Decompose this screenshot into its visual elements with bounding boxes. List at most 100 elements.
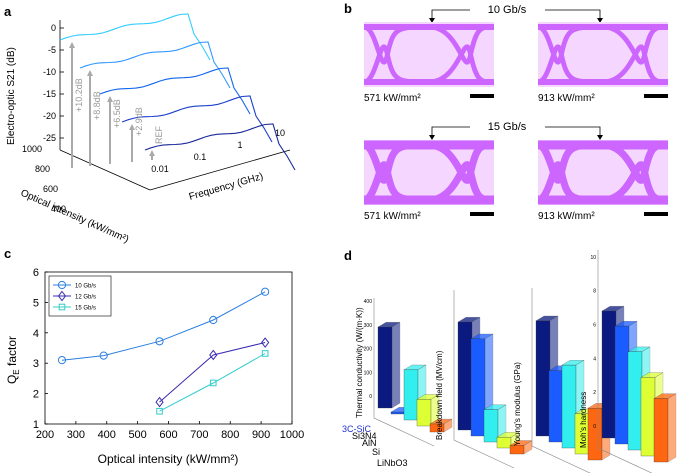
s21-curve [144, 123, 296, 171]
chart-xlabel: Optical intensity (kW/mm²) [98, 452, 239, 466]
material-label: Si3N4 [352, 431, 377, 441]
scale-bar [470, 94, 494, 98]
d-tick-label: 8 [593, 289, 596, 295]
bar [587, 408, 603, 461]
bar [627, 351, 643, 451]
bar [390, 411, 406, 415]
a-ztick-label: 600 [43, 184, 58, 194]
a-ytick-label: 0 [51, 23, 56, 33]
panel-c-label: c [4, 246, 11, 261]
y-tick-label: 4 [33, 328, 39, 340]
property-label: Young's modulus (GPa) [513, 362, 522, 446]
series-10-Gb-s [57, 287, 270, 365]
bar [416, 399, 432, 427]
material-label: LiNbO3 [377, 458, 408, 468]
eye-intensity-label: 571 kW/mm² [364, 211, 421, 222]
d-tick-label: 100 [364, 370, 373, 376]
panel-a-ylabel: Electro-optic S21 (dB) [6, 47, 17, 145]
bar [561, 364, 577, 449]
s21-curve [59, 13, 211, 61]
panel-d-3d-bars: Thermal conductivity (W/(m·K)) 0100200300… [342, 250, 677, 473]
data-point [155, 337, 164, 346]
property-group: Thermal conductivity (W/(m·K)) 0 100 200 300… [355, 298, 453, 447]
d-tick-label: 4 [593, 356, 596, 362]
bar [640, 377, 656, 457]
a-xtick-label: 0.1 [194, 152, 207, 162]
panel-b-eye-diagrams: 10 Gb/s 15 Gb/s 571 kW/mm² 913 kW/mm² 571 … [362, 4, 669, 222]
bar [470, 338, 486, 437]
rate-bracket-bottom [431, 126, 601, 135]
data-point [57, 290, 67, 302]
d-tick-label: 0 [369, 394, 372, 400]
panel-d-label: d [344, 248, 352, 263]
legend-label: 12 Gb/s [75, 295, 96, 301]
panel-a-zlabel: Optical intensity (kW/mm²) [19, 188, 131, 246]
d-tick-label: 2 [593, 390, 596, 396]
property-group: Breakdown field (MV/cm) [435, 290, 533, 469]
data-point [209, 379, 217, 387]
legend-entry: 15 Gb/s [53, 303, 96, 312]
chart-ylabel: QE factor [5, 336, 21, 384]
x-tick-label: 400 [98, 429, 116, 441]
legend-entry: 10 Gb/s [53, 280, 96, 290]
panel-b-label: b [344, 1, 352, 16]
series-15-Gb-s [156, 350, 269, 415]
material-label: AlN [362, 438, 377, 448]
a-xtick-label: 10 [275, 128, 285, 138]
x-tick-label: 800 [221, 429, 239, 441]
a-xtick-label: 0.01 [151, 164, 169, 174]
gain-label: +6.5dB [112, 99, 122, 128]
data-point [58, 303, 66, 311]
data-point [57, 356, 67, 365]
panel-a-3d-plot: 0 -5 -10 -15 -20 -25 Electro-optic S21 (dB) O… [6, 13, 296, 246]
panel-c-line-chart: 200 300 400 500 600 700 800 900 1000 1 2 3 4 5 6 10 Gb… [5, 267, 304, 466]
bar [601, 310, 617, 439]
eye-diagram [537, 22, 669, 87]
property-group: Moh's hardness 0 2 4 6 8 10 [579, 250, 677, 473]
a-ztick-label: 400 [51, 204, 66, 214]
s21-curve [79, 41, 231, 89]
eye-intensity-label: 571 kW/mm² [364, 93, 421, 104]
scale-bar [470, 212, 494, 216]
data-point [209, 315, 218, 325]
y-tick-label: 5 [33, 297, 39, 309]
data-point [99, 351, 108, 360]
property-label: Breakdown field (MV/cm) [435, 350, 444, 440]
property-label: Moh's hardness [579, 392, 588, 448]
series-line [61, 291, 266, 361]
material-label: Si [372, 447, 380, 457]
rate-label-top: 10 Gb/s [488, 4, 527, 16]
d-tick-label: 200 [364, 347, 373, 353]
s21-curve [121, 95, 273, 143]
eye-intensity-label: 913 kW/mm² [538, 93, 595, 104]
x-tick-label: 300 [67, 429, 85, 441]
gain-label: +2.9dB [134, 107, 144, 136]
a-ytick-label: -5 [48, 45, 56, 55]
bar [483, 409, 499, 443]
bar [457, 321, 473, 431]
y-tick-label: 2 [33, 389, 39, 401]
bar [653, 398, 669, 463]
bar [535, 320, 551, 437]
data-point [209, 349, 218, 361]
x-tick-label: 500 [128, 429, 146, 441]
rate-bracket-top [431, 9, 601, 18]
a-ytick-label: -20 [43, 111, 56, 121]
eye-diagram [362, 140, 495, 205]
y-tick-label: 6 [33, 267, 39, 279]
d-tick-label: 0 [593, 424, 596, 430]
data-point [155, 396, 164, 408]
data-point [156, 407, 163, 415]
x-tick-label: 600 [159, 429, 177, 441]
x-tick-label: 200 [36, 429, 54, 441]
a-ytick-label: -25 [43, 133, 56, 143]
property-label: Thermal conductivity (W/(m·K)) [355, 307, 364, 418]
s21-curve [99, 67, 251, 115]
legend-label: 15 Gb/s [75, 306, 96, 312]
property-group: Young's modulus (GPa) [513, 288, 611, 473]
eye-diagram [536, 140, 669, 205]
a-ztick-label: 1000 [22, 144, 42, 154]
eye-intensity-label: 913 kW/mm² [538, 211, 595, 222]
rate-label-bottom: 15 Gb/s [488, 121, 527, 133]
